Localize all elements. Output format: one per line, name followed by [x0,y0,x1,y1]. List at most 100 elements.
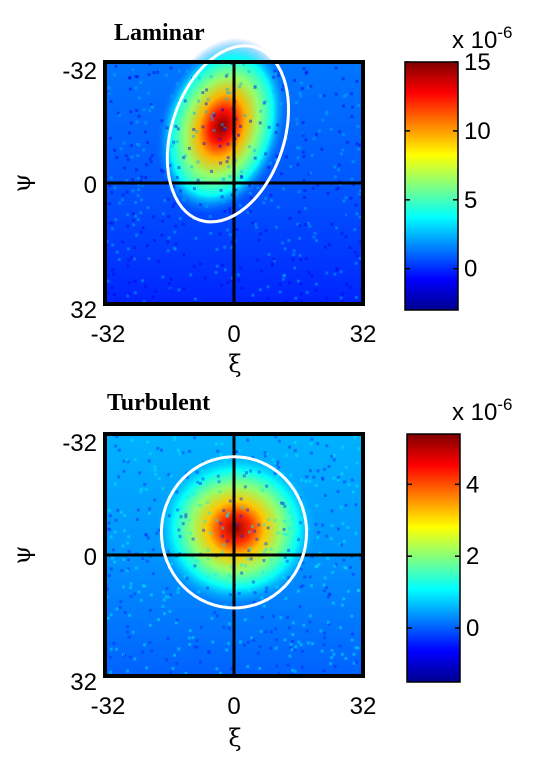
noise-speckle [298,91,302,95]
noise-speckle [340,652,344,656]
x-tick-label-laminar-left: -32 [91,321,126,348]
noise-speckle [342,133,345,137]
noise-speckle [109,567,113,571]
noise-speckle [321,118,325,122]
noise-speckle [129,582,133,586]
noise-speckle [192,492,196,496]
noise-speckle [271,458,275,461]
noise-speckle [122,557,126,561]
noise-speckle [195,470,199,474]
noise-speckle [155,531,159,535]
noise-speckle [276,123,280,127]
noise-speckle [111,227,115,231]
noise-speckle [215,518,219,522]
noise-speckle [127,281,131,285]
noise-speckle [333,175,337,179]
noise-speckle [147,512,151,515]
noise-speckle [339,626,343,630]
noise-speckle [222,625,226,629]
noise-speckle [125,179,129,183]
noise-speckle [125,458,129,462]
noise-speckle [326,620,330,624]
noise-speckle [202,142,206,146]
noise-speckle [227,574,231,578]
noise-speckle [259,109,263,113]
noise-speckle [223,268,227,272]
noise-speckle [260,160,264,164]
noise-speckle [126,224,130,228]
noise-speckle [279,616,283,620]
noise-speckle [255,537,259,541]
noise-speckle [181,522,185,526]
noise-speckle [207,651,211,655]
noise-speckle [230,276,234,280]
noise-speckle [271,261,274,265]
noise-speckle [294,645,298,649]
noise-speckle [136,176,140,180]
noise-speckle [213,573,217,577]
noise-speckle [191,195,195,199]
noise-speckle [122,469,126,473]
noise-speckle [235,449,239,453]
noise-speckle [308,469,312,473]
noise-speckle [340,603,344,607]
noise-speckle [248,210,252,214]
noise-speckle [131,68,135,72]
noise-speckle [200,469,204,473]
noise-speckle [216,449,220,453]
noise-speckle [225,160,229,164]
noise-speckle [305,629,309,633]
noise-speckle [298,210,302,214]
noise-speckle [148,157,152,161]
colorbar-ticks-laminar: 15 10 5 0 [405,49,491,283]
noise-speckle [222,177,226,181]
colorbar-laminar [405,62,458,310]
noise-speckle [207,511,211,515]
noise-speckle [224,604,228,608]
noise-speckle [256,651,260,655]
noise-speckle [201,477,205,481]
noise-speckle [182,287,186,291]
noise-speckle [350,638,354,642]
noise-speckle [106,616,110,620]
peak-ellipse-turbulent [159,455,309,610]
noise-speckle [141,279,144,283]
noise-speckle [349,566,352,569]
noise-speckle [335,187,339,191]
noise-speckle [166,240,170,244]
noise-speckle [332,652,336,656]
noise-speckle [219,283,223,287]
noise-speckle [107,91,111,95]
noise-speckle [129,595,133,598]
x-tick-label-turbulent-center: 0 [227,693,240,720]
noise-speckle [308,479,312,483]
noise-speckle [244,564,247,568]
noise-speckle [314,565,318,569]
noise-speckle [260,615,264,619]
noise-speckle [257,238,261,242]
noise-speckle [327,595,330,599]
noise-speckle [203,520,207,524]
noise-speckle [106,279,110,283]
noise-speckle [188,629,192,633]
noise-speckle [204,110,208,114]
noise-speckle [151,572,155,576]
noise-speckle [236,279,240,282]
noise-speckle [172,202,176,206]
noise-speckle [333,165,337,169]
noise-speckle [350,478,354,482]
noise-speckle [345,212,349,216]
noise-speckle [283,504,287,508]
noise-speckle [205,88,209,92]
noise-speckle [110,221,114,225]
noise-speckle [329,662,333,666]
noise-speckle [314,522,318,526]
noise-speckle [161,219,164,223]
noise-speckle [304,223,308,226]
noise-speckle [223,210,227,214]
noise-speckle [173,247,177,251]
noise-speckle [219,453,223,456]
noise-speckle [129,110,133,114]
noise-speckle [206,500,210,504]
noise-speckle [354,203,358,207]
